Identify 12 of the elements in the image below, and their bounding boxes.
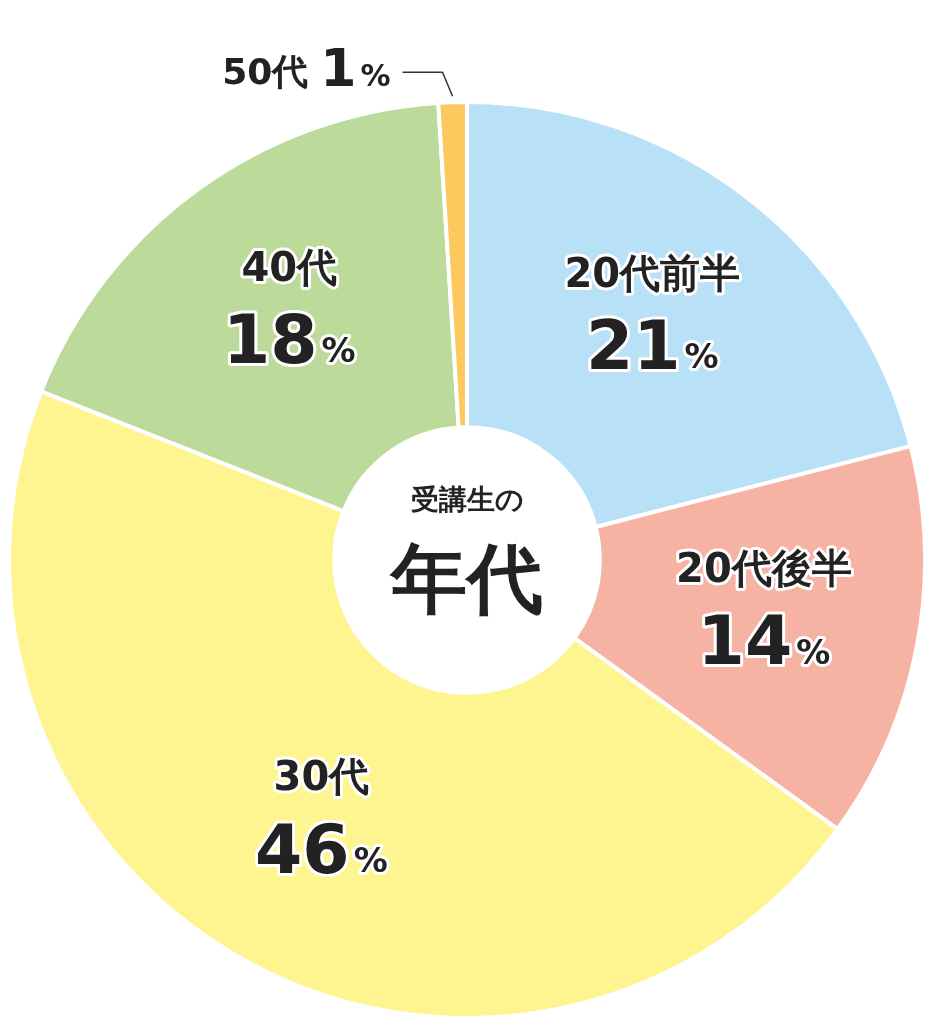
slice-label: 30代 xyxy=(273,753,370,800)
data-label: 14% xyxy=(697,601,831,681)
data-label: 18% xyxy=(222,300,356,380)
slice-label: 20代前半 xyxy=(564,249,741,296)
slice-label: 50代 xyxy=(222,50,309,92)
data-label: 21% xyxy=(585,305,719,385)
data-label: 1% xyxy=(320,37,391,98)
slice-label: 40代 xyxy=(241,243,338,290)
text: 年代 xyxy=(389,533,543,623)
text: 受講生の xyxy=(410,483,524,517)
data-label: 46% xyxy=(255,809,388,889)
slice-label: 20代後半 xyxy=(676,545,852,592)
